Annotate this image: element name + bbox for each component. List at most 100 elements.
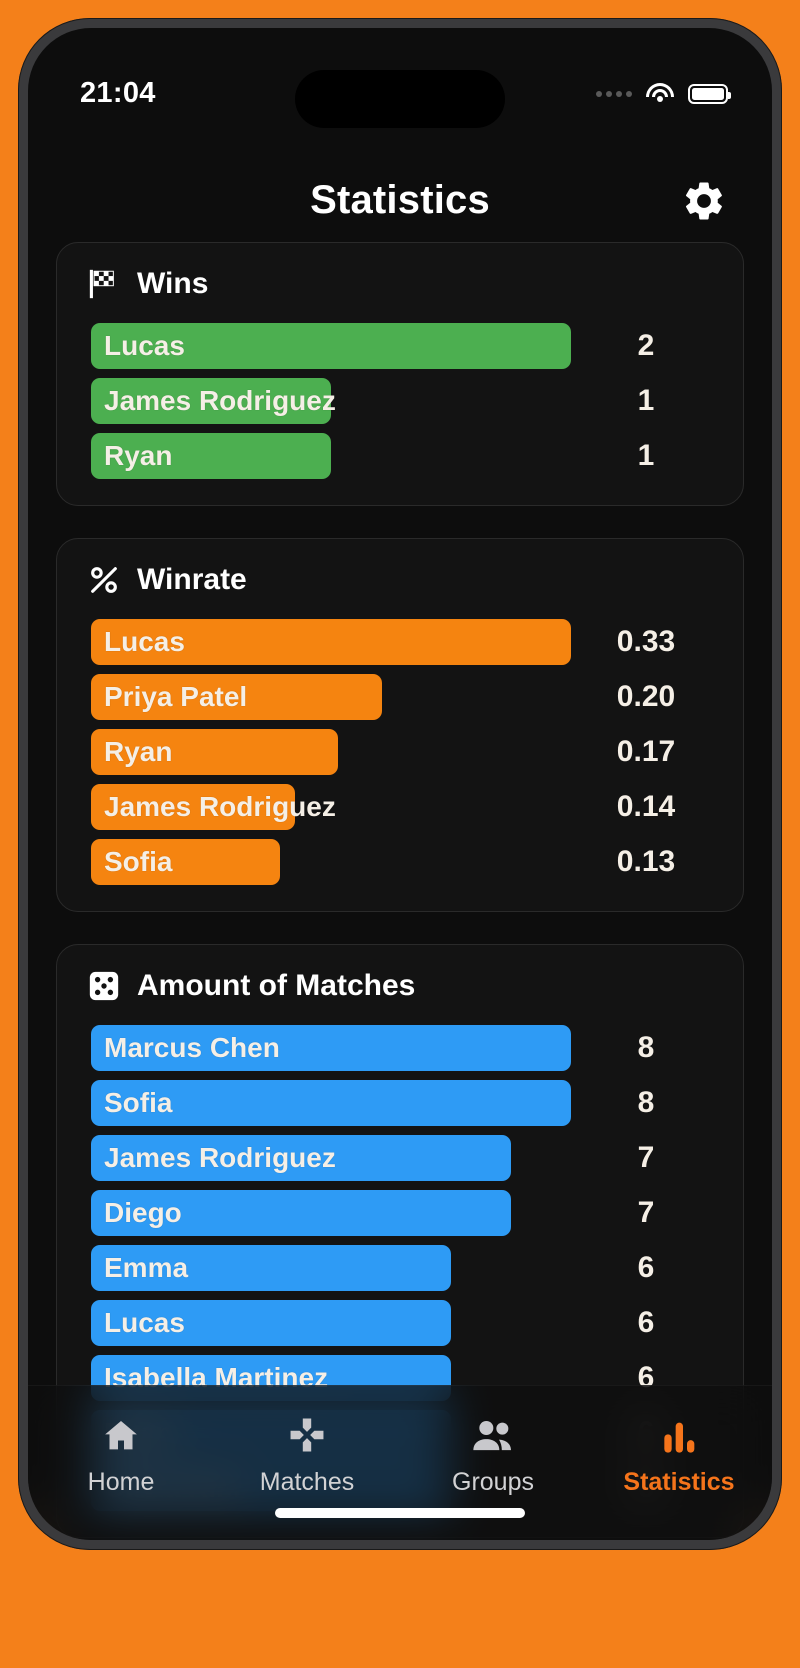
- tab-statistics[interactable]: Statistics: [586, 1412, 772, 1497]
- gear-icon[interactable]: [681, 178, 727, 224]
- bar-value: 0.13: [616, 845, 676, 878]
- percent-icon: [91, 567, 117, 593]
- dynamic-island: [295, 70, 505, 128]
- bar-fill: [91, 839, 281, 885]
- bar-value: 2: [637, 329, 655, 362]
- bar-track: Priya Patel: [91, 674, 571, 720]
- bar-label: Marcus Chen: [104, 1032, 280, 1063]
- bar-row: Lucas 6: [91, 1300, 721, 1346]
- bar-label: Ryan: [104, 440, 173, 471]
- wifi-icon: [645, 82, 675, 105]
- bar-track: James Rodriguez: [91, 1135, 571, 1181]
- checkered-flag-icon: [89, 269, 114, 299]
- bar-track: Ryan: [91, 433, 571, 479]
- bar-row: Diego 7: [91, 1190, 721, 1236]
- tab-groups[interactable]: Groups: [400, 1412, 586, 1497]
- bar-label: Ryan: [104, 736, 173, 767]
- bar-value: 8: [637, 1031, 655, 1064]
- bar-track: Sofia: [91, 839, 571, 885]
- tab-matches-label: Matches: [259, 1468, 355, 1496]
- bar-fill: [91, 378, 331, 424]
- bar-value: 0.14: [616, 790, 676, 823]
- bar-fill: [91, 784, 295, 830]
- tab-home[interactable]: Home: [28, 1412, 214, 1497]
- bar-track: Sofia: [91, 1080, 571, 1126]
- bar-value: 0.20: [616, 680, 676, 713]
- bar-value: 1: [637, 439, 655, 472]
- bar-value: 1: [637, 384, 655, 417]
- bar-label: Lucas: [104, 1307, 185, 1338]
- winrate-card: Winrate Lucas 0.33 Priya Patel 0.20 Ryan 0.17…: [56, 538, 744, 912]
- bar-row: Emma 6: [91, 1245, 721, 1291]
- bar-fill: [91, 729, 339, 775]
- dpad-icon: [285, 1412, 329, 1456]
- bar-fill: [91, 619, 571, 665]
- bar-fill: [91, 1190, 511, 1236]
- winrate-title: Winrate: [137, 563, 247, 596]
- battery-icon: [688, 83, 731, 104]
- bar-track: Marcus Chen: [91, 1025, 571, 1071]
- tab-statistics-label: Statistics: [623, 1468, 735, 1496]
- bar-value: 0.17: [616, 735, 676, 768]
- bar-row: Ryan 1: [91, 433, 721, 479]
- bar-fill: [91, 1245, 451, 1291]
- tab-groups-label: Groups: [452, 1468, 534, 1496]
- bar-value: 6: [637, 1306, 655, 1339]
- bar-track: James Rodriguez: [91, 378, 571, 424]
- bar-track: Lucas: [91, 619, 571, 665]
- bar-fill: [91, 674, 382, 720]
- bar-row: James Rodriguez 1: [91, 378, 721, 424]
- bar-row: Sofia 0.13: [91, 839, 721, 885]
- bar-label: Lucas: [104, 330, 185, 361]
- matches-title: Amount of Matches: [137, 969, 416, 1002]
- bar-value: 7: [637, 1141, 655, 1174]
- home-indicator: [275, 1508, 525, 1518]
- bar-label: Emma: [104, 1252, 189, 1283]
- bar-chart-icon: [657, 1412, 701, 1456]
- status-time: 21:04: [80, 77, 156, 109]
- bar-label: James Rodriguez: [104, 1142, 336, 1173]
- signal-dots-icon: [596, 90, 632, 97]
- bar-fill: [91, 1080, 571, 1126]
- bar-label: James Rodriguez: [104, 385, 336, 416]
- wins-rows: Lucas 2 James Rodriguez 1 Ryan 1: [79, 323, 721, 479]
- bar-label: Lucas: [104, 626, 185, 657]
- bar-track: James Rodriguez: [91, 784, 571, 830]
- bar-row: Marcus Chen 8: [91, 1025, 721, 1071]
- bar-fill: [91, 1300, 451, 1346]
- status-bar: 21:04: [28, 28, 772, 133]
- phone-frame: 21:04 Statistics: [18, 18, 782, 1550]
- people-icon: [469, 1412, 517, 1456]
- page-title: Statistics: [310, 178, 490, 222]
- tab-home-label: Home: [87, 1468, 155, 1496]
- bar-track: Ryan: [91, 729, 571, 775]
- bar-value: 8: [637, 1086, 655, 1119]
- bar-fill: [91, 1135, 511, 1181]
- wins-card-header: Wins: [79, 267, 721, 301]
- bar-label: Diego: [104, 1197, 182, 1228]
- bar-label: Priya Patel: [104, 681, 248, 712]
- bar-label: Sofia: [104, 846, 173, 877]
- bar-row: James Rodriguez 0.14: [91, 784, 721, 830]
- bar-fill: [91, 1025, 571, 1071]
- bar-row: Sofia 8: [91, 1080, 721, 1126]
- bar-track: Lucas: [91, 1300, 571, 1346]
- statistics-scroll-area[interactable]: Wins Lucas 2 James Rodriguez 1 Ryan 1 Winrate…: [28, 242, 772, 1540]
- status-indicators: [596, 82, 731, 105]
- bar-track: Diego: [91, 1190, 571, 1236]
- winrate-rows: Lucas 0.33 Priya Patel 0.20 Ryan 0.17 James Ro…: [79, 619, 721, 885]
- wins-title: Wins: [137, 267, 209, 300]
- bar-label: James Rodriguez: [104, 791, 336, 822]
- bar-value: 0.33: [616, 625, 676, 658]
- wins-card: Wins Lucas 2 James Rodriguez 1 Ryan 1: [56, 242, 744, 506]
- bar-row: Ryan 0.17: [91, 729, 721, 775]
- matches-card-header: Amount of Matches: [79, 969, 721, 1003]
- phone-screen: 21:04 Statistics: [28, 28, 772, 1540]
- bar-track: Emma: [91, 1245, 571, 1291]
- tab-matches[interactable]: Matches: [214, 1412, 400, 1497]
- bar-track: Lucas: [91, 323, 571, 369]
- winrate-card-header: Winrate: [79, 563, 721, 597]
- bar-row: James Rodriguez 7: [91, 1135, 721, 1181]
- dice-icon: [89, 971, 119, 1001]
- bar-value: 7: [637, 1196, 655, 1229]
